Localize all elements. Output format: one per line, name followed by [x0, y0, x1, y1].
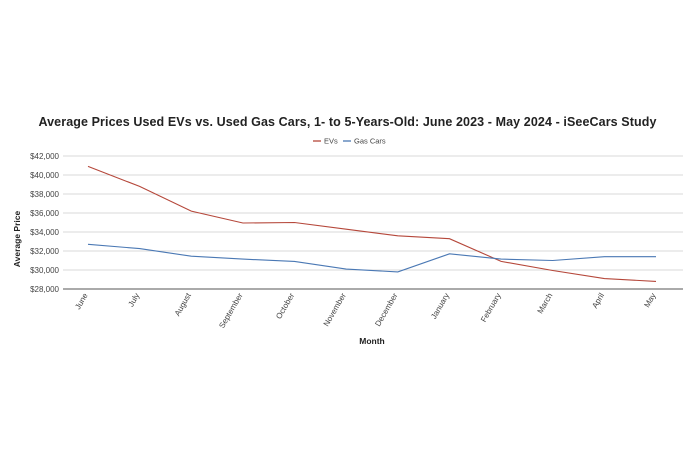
x-tick-label: December — [373, 291, 399, 328]
x-tick-label: August — [173, 291, 194, 318]
y-tick-label: $32,000 — [30, 247, 59, 256]
x-tick-label: April — [590, 291, 606, 310]
y-tick-label: $38,000 — [30, 190, 59, 199]
y-tick-label: $34,000 — [30, 228, 59, 237]
series-line-gas-cars — [87, 243, 656, 273]
x-axis-label: Month — [359, 336, 385, 346]
x-tick-label: February — [479, 292, 503, 324]
y-tick-label: $36,000 — [30, 209, 59, 218]
y-tick-label: $42,000 — [30, 152, 59, 161]
x-tick-label: May — [642, 292, 657, 310]
y-axis-ticks: $28,000 $30,000 $32,000 $34,000 $36,000 $38,0… — [30, 152, 59, 294]
x-tick-label: September — [217, 291, 245, 330]
gridlines — [63, 155, 683, 290]
y-tick-label: $40,000 — [30, 171, 59, 180]
legend-label-evs: EVs — [324, 137, 338, 146]
series-lines — [87, 165, 657, 282]
y-tick-label: $30,000 — [30, 266, 59, 275]
x-tick-label: October — [274, 291, 296, 320]
y-tick-label: $28,000 — [30, 285, 59, 294]
chart-title: Average Prices Used EVs vs. Used Gas Car… — [38, 115, 657, 129]
legend: EVs Gas Cars — [313, 137, 386, 146]
x-tick-label: June — [73, 291, 90, 311]
x-axis-ticks: June July August September October November De… — [73, 291, 657, 330]
x-tick-label: July — [126, 292, 141, 309]
y-axis-label: Average Price — [12, 211, 22, 268]
series-line-evs — [87, 165, 657, 282]
x-tick-label: November — [322, 291, 348, 328]
legend-label-gas-cars: Gas Cars — [354, 137, 386, 146]
x-tick-label: March — [536, 292, 555, 316]
x-tick-label: January — [429, 292, 451, 321]
